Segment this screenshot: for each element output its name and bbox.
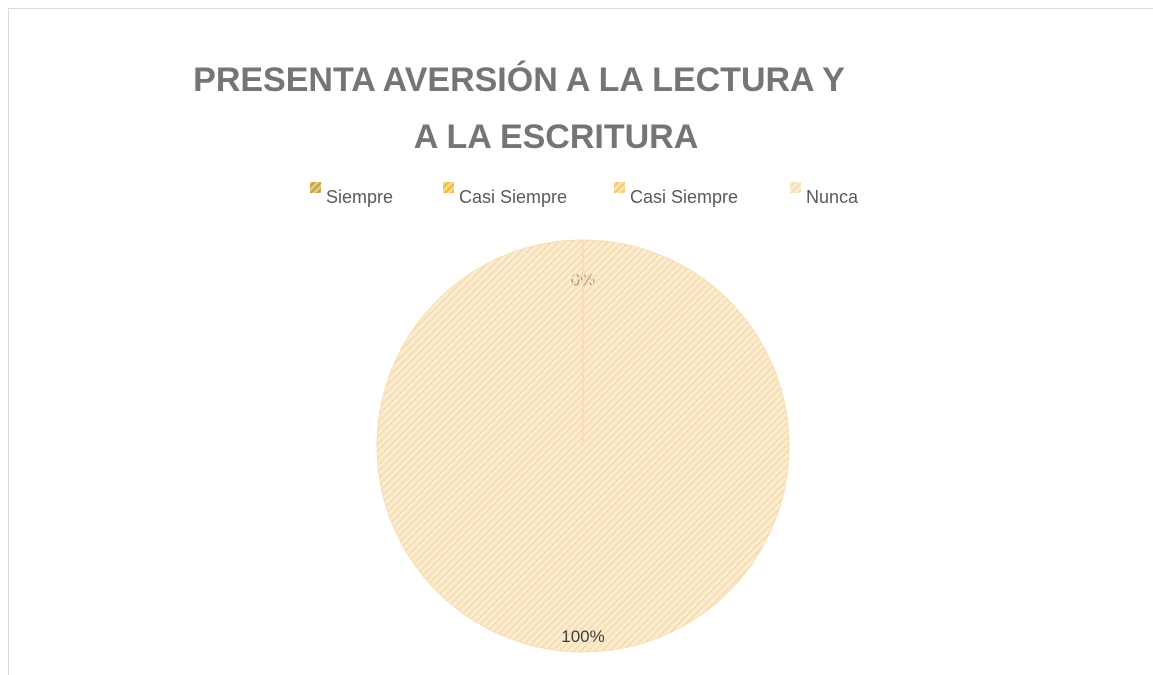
data-label: 100%: [561, 627, 604, 646]
legend-label: Casi Siempre: [459, 187, 567, 207]
legend-swatch: [310, 182, 321, 193]
legend-swatch: [790, 182, 801, 193]
chart-title: PRESENTA AVERSIÓN A LA LECTURA Y: [193, 61, 845, 99]
legend-swatch: [614, 182, 625, 193]
legend-label: Nunca: [806, 187, 859, 207]
legend-label: Casi Siempre: [630, 187, 738, 207]
legend-label: Siempre: [326, 187, 393, 207]
chart-title: A LA ESCRITURA: [414, 118, 699, 156]
legend-swatch: [443, 182, 454, 193]
pie-slice: [376, 239, 790, 653]
